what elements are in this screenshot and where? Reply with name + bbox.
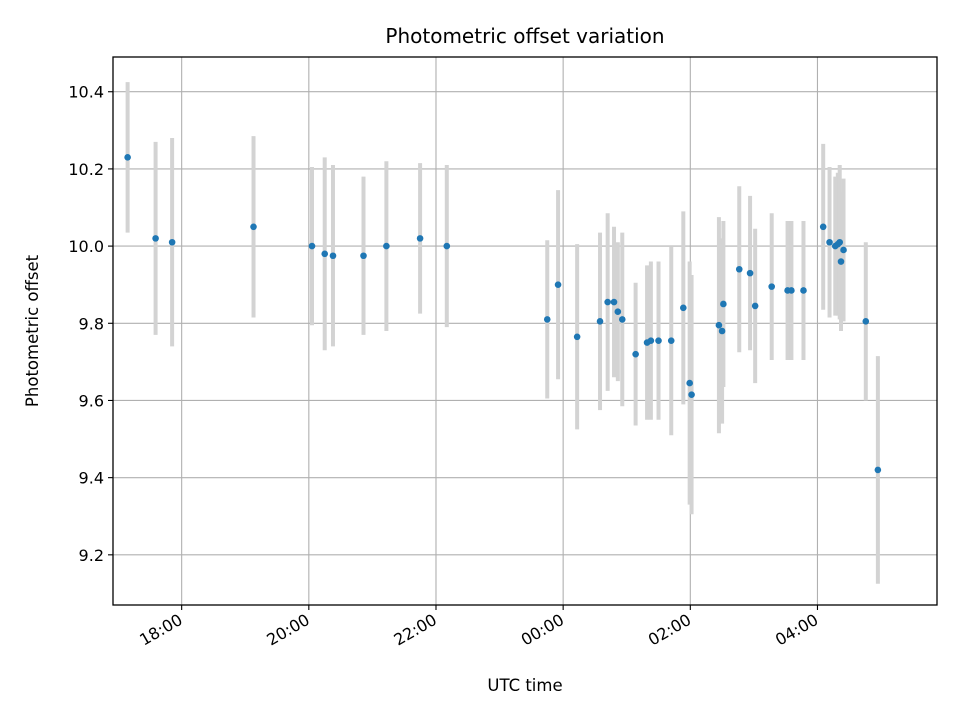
plot-frame [112, 56, 938, 606]
y-axis-label: Photometric offset [23, 254, 42, 407]
data-points [124, 154, 882, 474]
y-ticks: 9.2 9.4 9.6 9.8 10.0 10.2 10.4 [68, 83, 113, 565]
data-point [715, 321, 723, 329]
data-point [618, 316, 626, 323]
data-point [554, 281, 562, 288]
data-point [124, 154, 131, 161]
data-point [819, 223, 827, 231]
data-point [152, 235, 159, 242]
data-point [360, 252, 367, 260]
y-tick-label: 10.0 [68, 237, 104, 256]
data-point [604, 298, 611, 306]
data-point [735, 265, 743, 273]
y-tick-label: 9.6 [79, 391, 104, 410]
y-tick-label: 9.2 [79, 546, 104, 565]
data-point [788, 287, 795, 294]
data-point [680, 304, 687, 312]
data-point [416, 235, 424, 242]
data-point [862, 318, 870, 325]
data-point [667, 337, 675, 344]
data-point [647, 337, 655, 344]
data-point [573, 333, 581, 341]
data-point [383, 242, 390, 250]
y-tick-label: 10.4 [68, 83, 104, 102]
data-point [836, 238, 844, 246]
data-point [596, 318, 604, 325]
data-point [720, 300, 727, 308]
data-point [768, 283, 775, 290]
data-point [632, 350, 639, 358]
y-tick-label: 9.4 [79, 469, 104, 488]
data-point [329, 252, 337, 260]
data-point [718, 327, 726, 335]
data-point [655, 337, 662, 344]
y-tick-label: 9.8 [79, 314, 104, 333]
data-point [614, 308, 622, 316]
data-point [751, 302, 759, 310]
y-tick-label: 10.2 [68, 160, 104, 179]
data-point [543, 316, 551, 323]
chart-title: Photometric offset variation [385, 24, 664, 48]
data-point [688, 391, 695, 398]
data-point [686, 379, 693, 387]
data-point [874, 466, 882, 474]
data-point [800, 287, 807, 294]
x-axis-label: UTC time [487, 676, 562, 695]
data-point [168, 238, 176, 246]
data-point [250, 223, 257, 231]
data-point [826, 238, 833, 246]
data-point [443, 242, 451, 250]
data-point [837, 258, 845, 265]
data-point [321, 250, 329, 258]
data-point [746, 269, 754, 277]
data-point [840, 246, 847, 254]
data-point [308, 242, 316, 250]
data-point [610, 298, 618, 306]
